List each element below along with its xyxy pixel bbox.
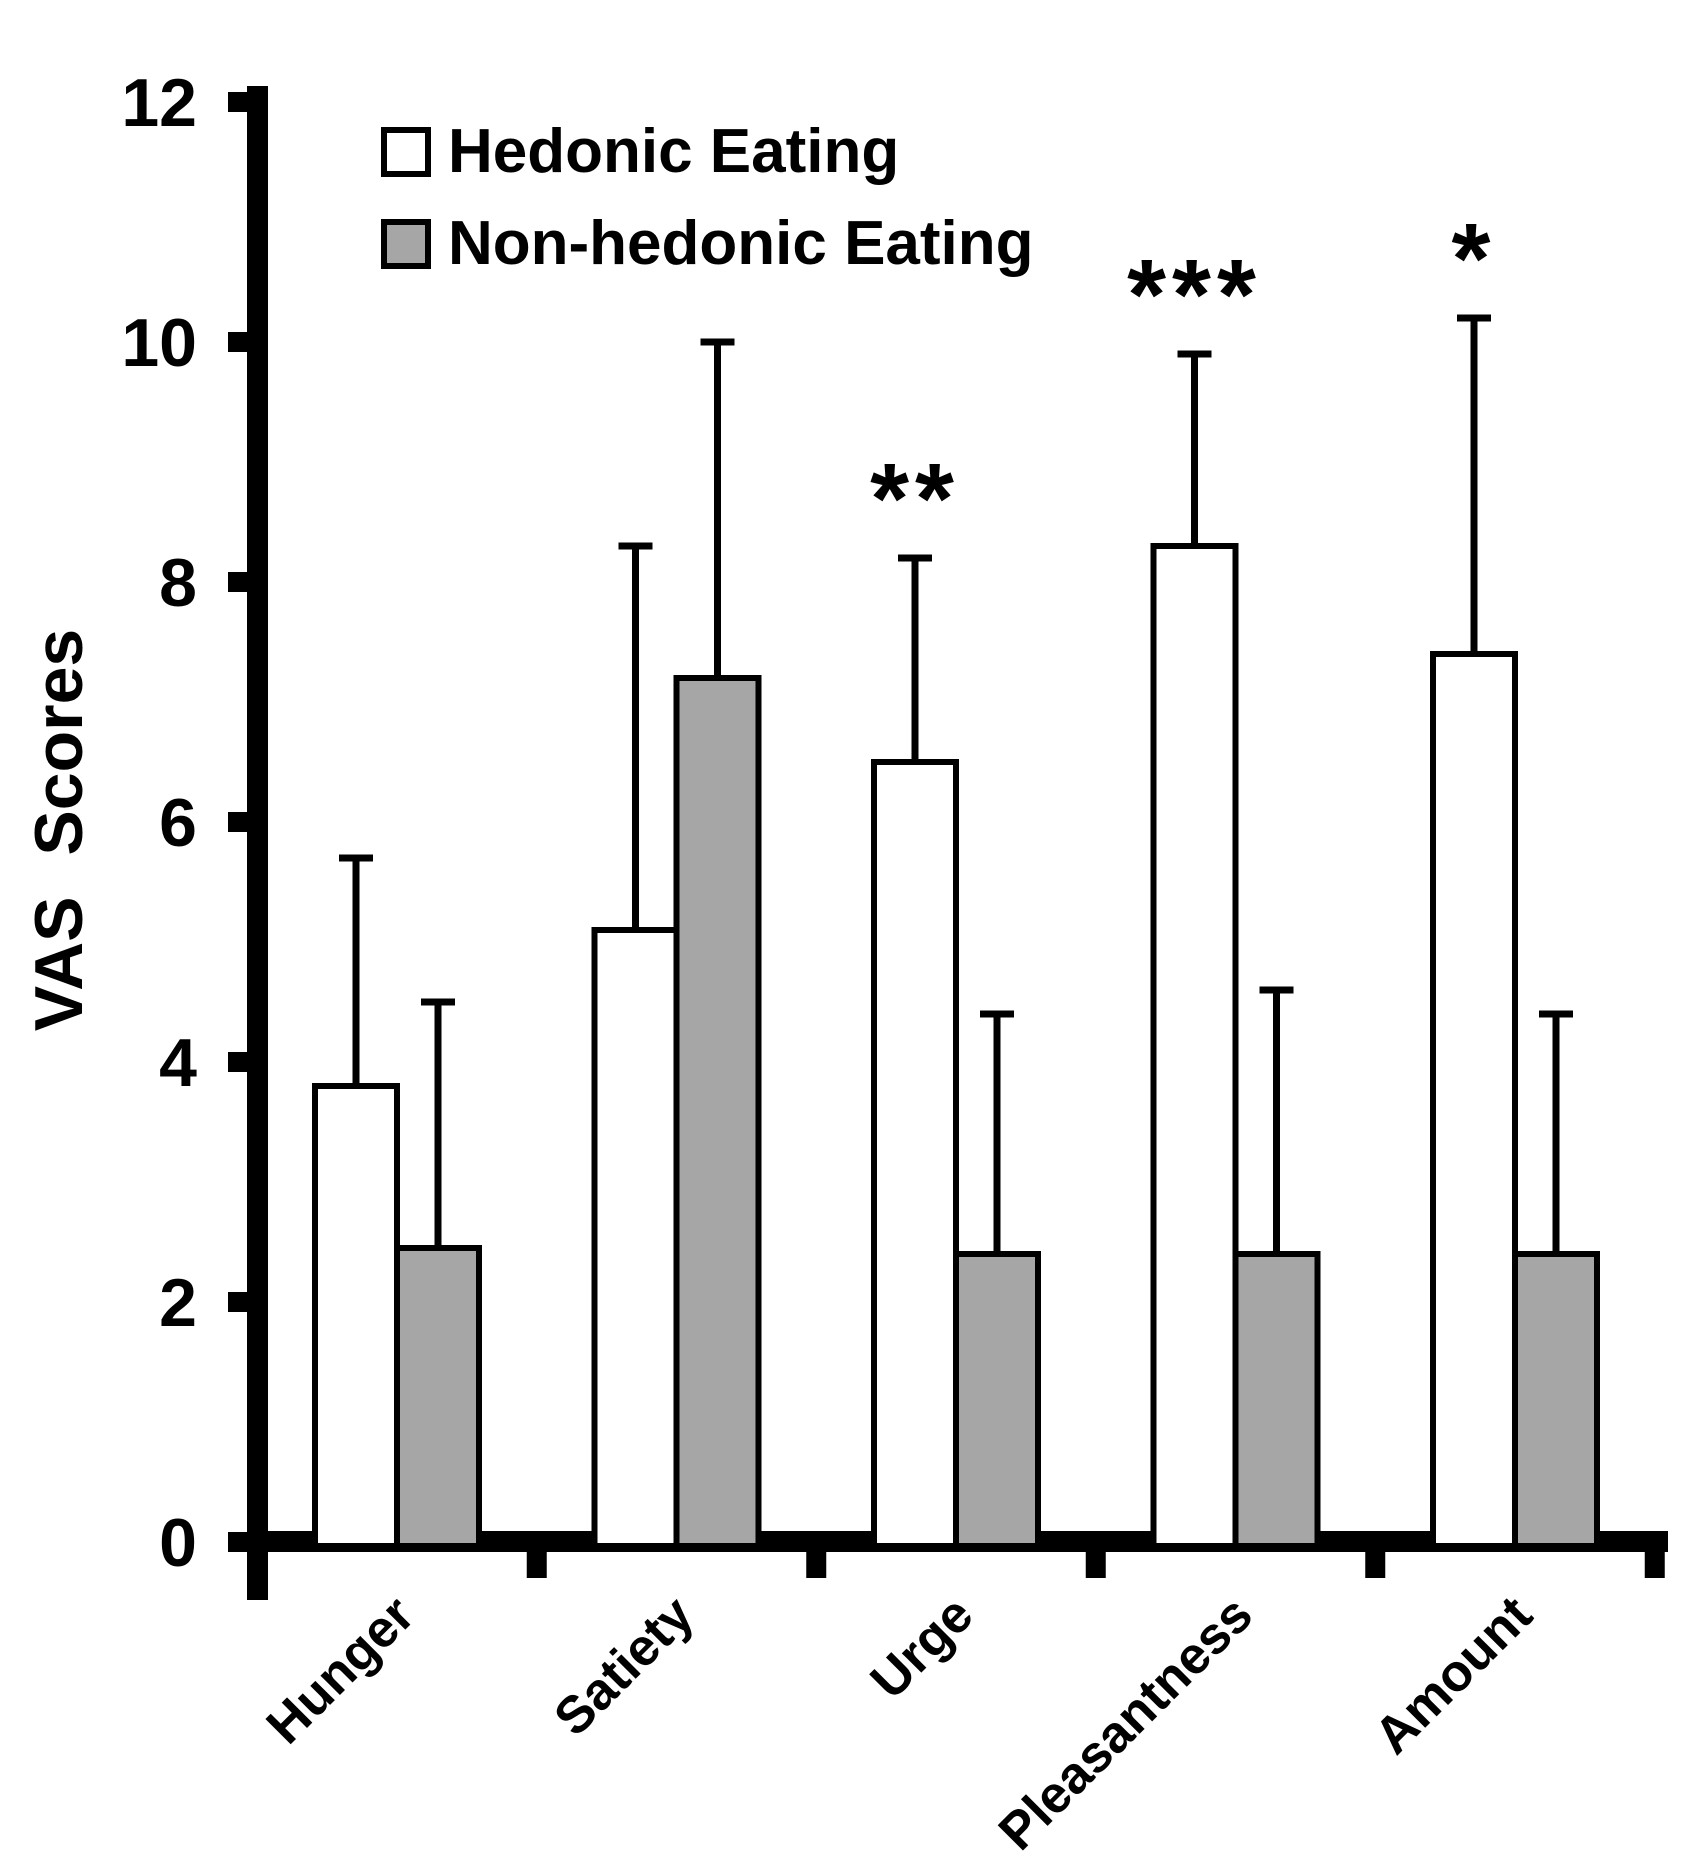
bar-non-hedonic-eating-pleasantness	[1232, 1251, 1321, 1549]
y-tick-label-12: 12	[121, 65, 197, 141]
y-tick-8	[228, 572, 248, 592]
y-tick-label-4: 4	[159, 1025, 197, 1101]
bar-hedonic-eating-hunger	[312, 1083, 400, 1549]
x-tick-4	[1365, 1531, 1386, 1578]
bar-non-hedonic-eating-urge	[953, 1251, 1041, 1549]
category-label-satiety: Satiety	[543, 1585, 705, 1747]
y-axis	[247, 86, 268, 1600]
y-tick-label-8: 8	[159, 545, 197, 621]
significance-urge: **	[870, 443, 960, 555]
x-tick-3	[1085, 1531, 1106, 1578]
x-tick-5	[1644, 1531, 1665, 1578]
legend-swatch-hedonic	[381, 127, 431, 177]
legend-label-non-hedonic: Non-hedonic Eating	[448, 209, 1034, 278]
error-bars	[339, 314, 1573, 1254]
bar-non-hedonic-eating-hunger	[394, 1245, 482, 1549]
x-tick-1	[526, 1531, 547, 1578]
y-tick-2	[228, 1292, 248, 1312]
bar-non-hedonic-eating-amount	[1512, 1251, 1600, 1549]
y-tick-labels: 0 2 4 6 8 10 12	[121, 65, 197, 1581]
category-labels: Hunger Satiety Urge Pleasantness Amount	[256, 1585, 1544, 1861]
bars	[312, 543, 1600, 1549]
y-tick-label-6: 6	[159, 785, 197, 861]
bar-hedonic-eating-amount	[1430, 651, 1518, 1549]
x-tick-2	[806, 1531, 827, 1578]
legend-label-hedonic: Hedonic Eating	[448, 117, 899, 186]
category-label-hunger: Hunger	[256, 1585, 426, 1755]
y-tick-label-10: 10	[121, 305, 197, 381]
y-ticks	[228, 92, 248, 1552]
y-tick-12	[228, 92, 248, 112]
legend: Hedonic Eating Non-hedonic Eating	[381, 117, 1034, 278]
y-tick-10	[228, 332, 248, 352]
y-tick-4	[228, 1052, 248, 1072]
significance-amount: *	[1452, 203, 1497, 315]
y-tick-label-0: 0	[159, 1505, 197, 1581]
x-ticks	[247, 1531, 1665, 1578]
bar-hedonic-eating-satiety	[591, 927, 680, 1549]
y-tick-label-2: 2	[159, 1265, 197, 1341]
y-tick-0	[228, 1532, 248, 1552]
category-label-pleasantness: Pleasantness	[988, 1585, 1264, 1861]
significance-pleasantness: ***	[1127, 239, 1262, 351]
y-tick-6	[228, 812, 248, 832]
legend-swatch-non-hedonic	[381, 219, 431, 269]
bar-hedonic-eating-urge	[871, 759, 959, 1549]
y-axis-title: VAS Scores	[21, 629, 97, 1031]
category-label-urge: Urge	[860, 1585, 985, 1710]
category-label-amount: Amount	[1364, 1585, 1544, 1765]
significance-markers: ***** *	[870, 203, 1497, 555]
bar-non-hedonic-eating-satiety	[673, 675, 762, 1549]
bar-hedonic-eating-pleasantness	[1150, 543, 1239, 1549]
x-tick-0	[247, 1531, 268, 1578]
